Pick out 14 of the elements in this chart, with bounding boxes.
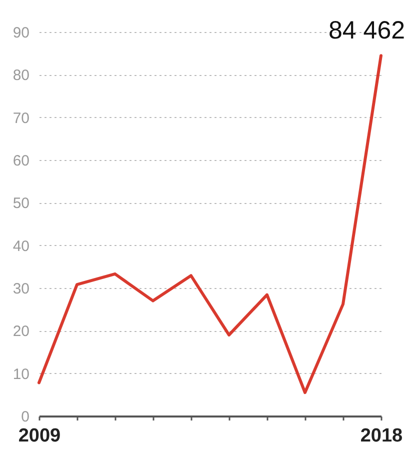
annotation: 84 462 (328, 16, 405, 45)
x-tick-label: 2018 (360, 426, 403, 446)
y-tick-label: 20 (12, 323, 30, 340)
x-tick-label: 2009 (18, 426, 61, 446)
y-tick-label: 40 (12, 238, 30, 255)
y-tick-label: 30 (12, 280, 30, 298)
y-tick-label: 70 (12, 110, 30, 127)
line-series (38, 54, 382, 394)
y-tick-label: 10 (12, 366, 30, 383)
y-tick-label: 0 (21, 408, 30, 426)
y-tick-label: 80 (12, 67, 30, 84)
y-tick-label: 50 (12, 195, 30, 212)
y-tick-label: 90 (12, 24, 30, 42)
y-tick-label: 60 (12, 152, 30, 170)
